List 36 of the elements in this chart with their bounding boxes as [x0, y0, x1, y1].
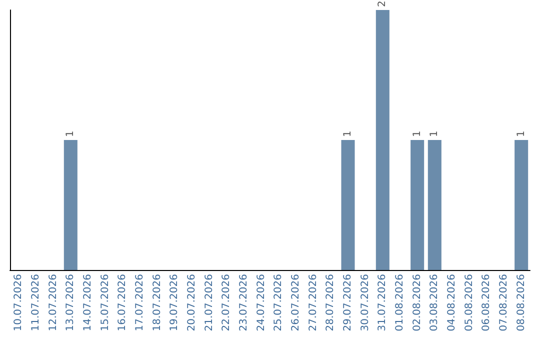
x-tick-label: 15.07.2026 [100, 274, 111, 332]
data-label: 1 [342, 130, 354, 137]
x-tick-label: 14.07.2026 [82, 274, 94, 332]
x-tick-label: 19.07.2026 [169, 274, 180, 332]
x-tick-label: 01.08.2026 [394, 274, 406, 332]
x-tick-label: 05.08.2026 [464, 274, 475, 332]
data-label: 1 [516, 130, 527, 137]
x-tick-label: 21.07.2026 [204, 274, 215, 332]
x-tick-label: 22.07.2026 [221, 274, 232, 332]
x-tick-label: 27.07.2026 [308, 274, 319, 332]
x-tick-label: 16.07.2026 [117, 274, 128, 332]
x-tick-label: 11.07.2026 [30, 274, 42, 332]
x-tick-label: 10.07.2026 [13, 274, 24, 332]
x-tick-label: 06.08.2026 [481, 274, 492, 332]
x-tick-label: 03.08.2026 [429, 274, 440, 332]
x-tick-label: 25.07.2026 [273, 274, 284, 332]
x-tick-label: 31.07.2026 [377, 274, 388, 332]
x-tick-label: 17.07.2026 [134, 274, 146, 332]
data-label: 1 [429, 130, 440, 137]
x-tick-label: 18.07.2026 [152, 274, 163, 332]
x-tick-label: 12.07.2026 [48, 274, 59, 332]
data-label: 2 [377, 0, 388, 7]
data-label: 1 [65, 130, 76, 137]
x-tick-label: 07.08.2026 [498, 274, 510, 332]
data-label: 1 [412, 130, 423, 137]
x-tick-label: 02.08.2026 [412, 274, 423, 332]
x-tick-label: 04.08.2026 [446, 274, 458, 332]
x-tick-label: 13.07.2026 [65, 274, 76, 332]
x-tick-label: 29.07.2026 [342, 274, 354, 332]
x-tick-label: 23.07.2026 [238, 274, 250, 332]
x-tick-label: 08.08.2026 [516, 274, 527, 332]
x-tick-label: 20.07.2026 [186, 274, 198, 332]
x-tick-label: 24.07.2026 [256, 274, 267, 332]
x-tick-label: 30.07.2026 [360, 274, 371, 332]
x-tick-label: 28.07.2026 [325, 274, 336, 332]
x-tick-label: 26.07.2026 [290, 274, 302, 332]
